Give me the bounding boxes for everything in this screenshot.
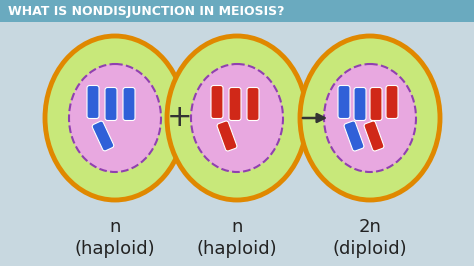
Text: n
(haploid): n (haploid)	[75, 218, 155, 258]
Ellipse shape	[45, 36, 185, 200]
Ellipse shape	[324, 64, 416, 172]
FancyBboxPatch shape	[87, 85, 99, 118]
Ellipse shape	[69, 64, 161, 172]
FancyBboxPatch shape	[354, 88, 366, 120]
FancyBboxPatch shape	[386, 85, 398, 118]
FancyBboxPatch shape	[211, 85, 223, 118]
Text: 2n
(diploid): 2n (diploid)	[333, 218, 407, 258]
FancyBboxPatch shape	[364, 121, 384, 151]
Text: n
(haploid): n (haploid)	[197, 218, 277, 258]
FancyBboxPatch shape	[370, 88, 382, 120]
Ellipse shape	[300, 36, 440, 200]
FancyBboxPatch shape	[105, 88, 117, 120]
FancyBboxPatch shape	[247, 88, 259, 120]
Text: +: +	[167, 103, 193, 132]
Text: WHAT IS NONDISJUNCTION IN MEIOSIS?: WHAT IS NONDISJUNCTION IN MEIOSIS?	[8, 5, 284, 18]
Ellipse shape	[191, 64, 283, 172]
Ellipse shape	[167, 36, 307, 200]
FancyBboxPatch shape	[217, 121, 237, 151]
Bar	[0, 0, 474, 22]
FancyBboxPatch shape	[229, 88, 241, 120]
FancyBboxPatch shape	[344, 121, 364, 151]
FancyBboxPatch shape	[92, 121, 114, 151]
FancyBboxPatch shape	[338, 85, 350, 118]
FancyBboxPatch shape	[123, 88, 135, 120]
